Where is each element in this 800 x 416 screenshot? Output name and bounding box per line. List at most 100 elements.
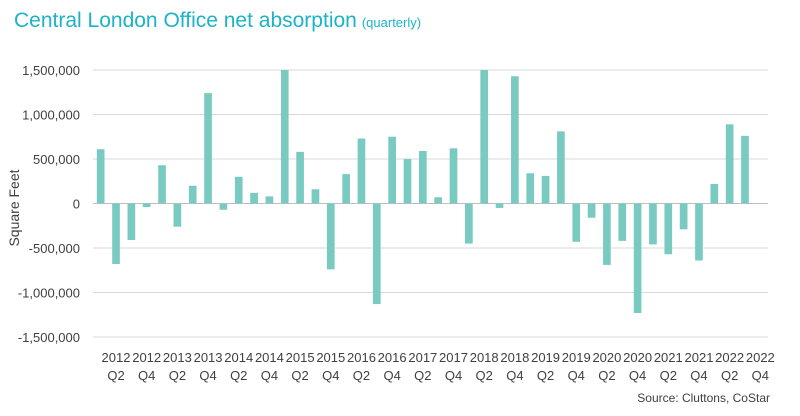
bar: 2014 Q1: -70000 xyxy=(219,203,228,210)
x-tick-label-year: 2015 xyxy=(286,350,315,365)
x-tick-label-quarter: Q2 xyxy=(291,368,308,383)
bar: 2013 Q2: -260000 xyxy=(173,203,182,227)
x-tick-label-quarter: Q4 xyxy=(752,368,769,383)
bar: 2020 Q2: -690000 xyxy=(603,203,611,265)
bar: 2013 Q3: 200000 xyxy=(188,185,197,204)
y-tick-label: 0 xyxy=(73,197,80,212)
x-tick-label-quarter: Q2 xyxy=(169,368,186,383)
bar: 2013 Q4: 1240000 xyxy=(204,93,212,204)
x-tick-label-year: 2013 xyxy=(194,350,223,365)
x-tick-label-quarter: Q2 xyxy=(353,368,370,383)
x-tick-label-year: 2022 xyxy=(715,350,744,365)
x-tick-label-quarter: Q2 xyxy=(230,368,247,383)
bar: 2016 Q4: 750000 xyxy=(388,136,396,204)
bar: 2020 Q1: -160000 xyxy=(587,203,596,218)
x-tick-label-year: 2012 xyxy=(102,350,131,365)
bar: 2018 Q1: -450000 xyxy=(465,203,473,244)
x-tick-label-quarter: Q4 xyxy=(383,368,400,383)
y-axis-tick-labels: 1,500,000 1,000,000 500,000 0 -500,000 -1,000… xyxy=(18,63,80,345)
y-tick-label: -1,000,000 xyxy=(18,286,80,301)
x-tick-label-quarter: Q4 xyxy=(445,368,462,383)
bar: 2021 Q1: -460000 xyxy=(649,203,657,245)
y-axis-label: Square Feet xyxy=(6,169,22,246)
bar: 2012 Q3: -410000 xyxy=(127,203,136,240)
bar: 2019 Q1: 340000 xyxy=(526,173,535,204)
x-tick-label-year: 2014 xyxy=(255,350,284,365)
x-tick-label-year: 2017 xyxy=(439,350,468,365)
bar: 2015 Q4: -740000 xyxy=(326,203,335,270)
x-tick-label-quarter: Q4 xyxy=(690,368,707,383)
x-tick-label-year: 2014 xyxy=(224,350,253,365)
chart-subtitle: (quarterly) xyxy=(361,15,422,30)
x-tick-label-year: 2015 xyxy=(316,350,345,365)
y-tick-label: 1,000,000 xyxy=(22,108,80,123)
bar: 2015 Q1: 1500000 xyxy=(280,70,289,204)
x-tick-label-quarter: Q2 xyxy=(414,368,431,383)
bar: 2014 Q3: 120000 xyxy=(250,192,258,204)
x-tick-label-year: 2017 xyxy=(408,350,437,365)
x-tick-label-year: 2021 xyxy=(654,350,683,365)
bar: 2015 Q3: 160000 xyxy=(311,189,320,204)
bar: 2017 Q4: 620000 xyxy=(449,148,458,204)
x-tick-label-year: 2019 xyxy=(562,350,591,365)
bar: 2018 Q4: 1430000 xyxy=(511,76,519,204)
x-tick-label-year: 2020 xyxy=(592,350,621,365)
bar: 2021 Q3: -290000 xyxy=(679,203,688,230)
y-tick-label: 500,000 xyxy=(33,152,80,167)
x-tick-label-year: 2016 xyxy=(347,350,376,365)
y-tick-label: 1,500,000 xyxy=(22,63,80,78)
bar: 2018 Q2: 1500000 xyxy=(480,70,489,204)
x-tick-label-quarter: Q4 xyxy=(138,368,155,383)
x-tick-label-quarter: Q2 xyxy=(107,368,124,383)
x-tick-label-quarter: Q4 xyxy=(506,368,523,383)
x-tick-label-year: 2021 xyxy=(685,350,714,365)
x-tick-label-year: 2018 xyxy=(470,350,499,365)
x-tick-label-year: 2019 xyxy=(531,350,560,365)
bar: 2022 Q2: 890000 xyxy=(725,124,734,204)
y-tick-label: -500,000 xyxy=(29,241,80,256)
x-tick-label-quarter: Q4 xyxy=(322,368,339,383)
bar: 2020 Q3: -420000 xyxy=(618,203,627,241)
x-tick-label-quarter: Q2 xyxy=(598,368,615,383)
x-tick-label-quarter: Q2 xyxy=(660,368,677,383)
bar: 2013 Q1: 430000 xyxy=(158,165,166,204)
bar: 2021 Q2: -570000 xyxy=(664,203,673,255)
x-tick-label-year: 2012 xyxy=(132,350,161,365)
x-tick-label-quarter: Q4 xyxy=(568,368,585,383)
chart-title: Central London Office net absorption xyxy=(14,9,357,32)
bar: 2016 Q3: -1130000 xyxy=(372,203,381,305)
bar: 2012 Q4: -40000 xyxy=(142,203,151,208)
bar: 2020 Q4: -1230000 xyxy=(633,203,642,313)
bar: 2014 Q2: 300000 xyxy=(234,176,243,204)
bar: 2015 Q2: 580000 xyxy=(296,151,304,204)
bar: 2014 Q4: 80000 xyxy=(265,196,274,204)
bar: 2017 Q3: 70000 xyxy=(434,197,443,204)
bar: 2021 Q4: -640000 xyxy=(695,203,703,261)
bar: 2017 Q2: 590000 xyxy=(418,150,427,204)
bar: 2019 Q2: 310000 xyxy=(541,175,550,204)
bars: 2012 Q1: 610000 2012 Q2: -680000 2012 Q3: … xyxy=(96,70,749,313)
bar: 2019 Q3: 810000 xyxy=(557,131,565,204)
bar: 2018 Q3: -50000 xyxy=(495,203,504,208)
x-tick-label-quarter: Q2 xyxy=(721,368,738,383)
chart-title-block: Central London Office net absorption (qua… xyxy=(14,9,421,33)
x-tick-label-year: 2018 xyxy=(500,350,529,365)
x-tick-label-quarter: Q4 xyxy=(261,368,278,383)
x-tick-label-quarter: Q2 xyxy=(476,368,493,383)
x-tick-label-quarter: Q4 xyxy=(629,368,646,383)
bar: 2022 Q1: 220000 xyxy=(710,183,719,204)
x-axis-tick-labels: 2012 Q2 2012 Q4 2013 Q2 2013 Q4 2014 Q2 2014 Q4 2015… xyxy=(102,350,775,383)
bar: 2012 Q2: -680000 xyxy=(112,203,120,265)
bar: 2019 Q4: -430000 xyxy=(572,203,581,242)
bar: 2012 Q1: 610000 xyxy=(96,149,105,204)
x-tick-label-quarter: Q4 xyxy=(199,368,216,383)
bar: 2016 Q1: 330000 xyxy=(342,174,350,204)
x-tick-label-quarter: Q2 xyxy=(537,368,554,383)
bar: 2016 Q2: 730000 xyxy=(357,138,366,204)
bar: 2017 Q1: 500000 xyxy=(403,159,412,204)
bar: 2022 Q3: 760000 xyxy=(741,135,749,204)
x-tick-label-year: 2022 xyxy=(746,350,775,365)
x-tick-label-year: 2020 xyxy=(623,350,652,365)
x-tick-label-year: 2013 xyxy=(163,350,192,365)
